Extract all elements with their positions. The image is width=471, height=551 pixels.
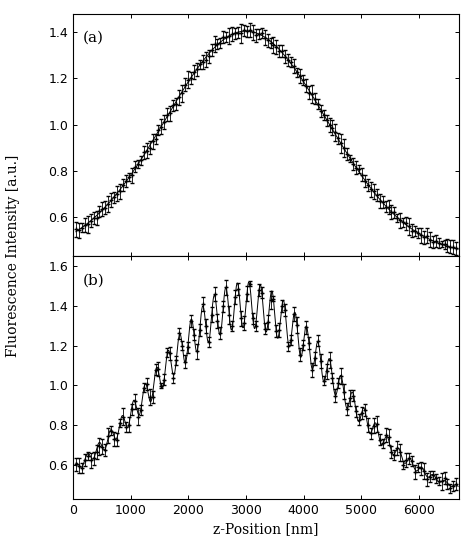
Text: Fluorescence Intensity [a.u.]: Fluorescence Intensity [a.u.] — [6, 155, 20, 358]
Text: (a): (a) — [83, 31, 104, 45]
Text: (b): (b) — [83, 273, 105, 287]
X-axis label: z-Position [nm]: z-Position [nm] — [213, 522, 319, 536]
